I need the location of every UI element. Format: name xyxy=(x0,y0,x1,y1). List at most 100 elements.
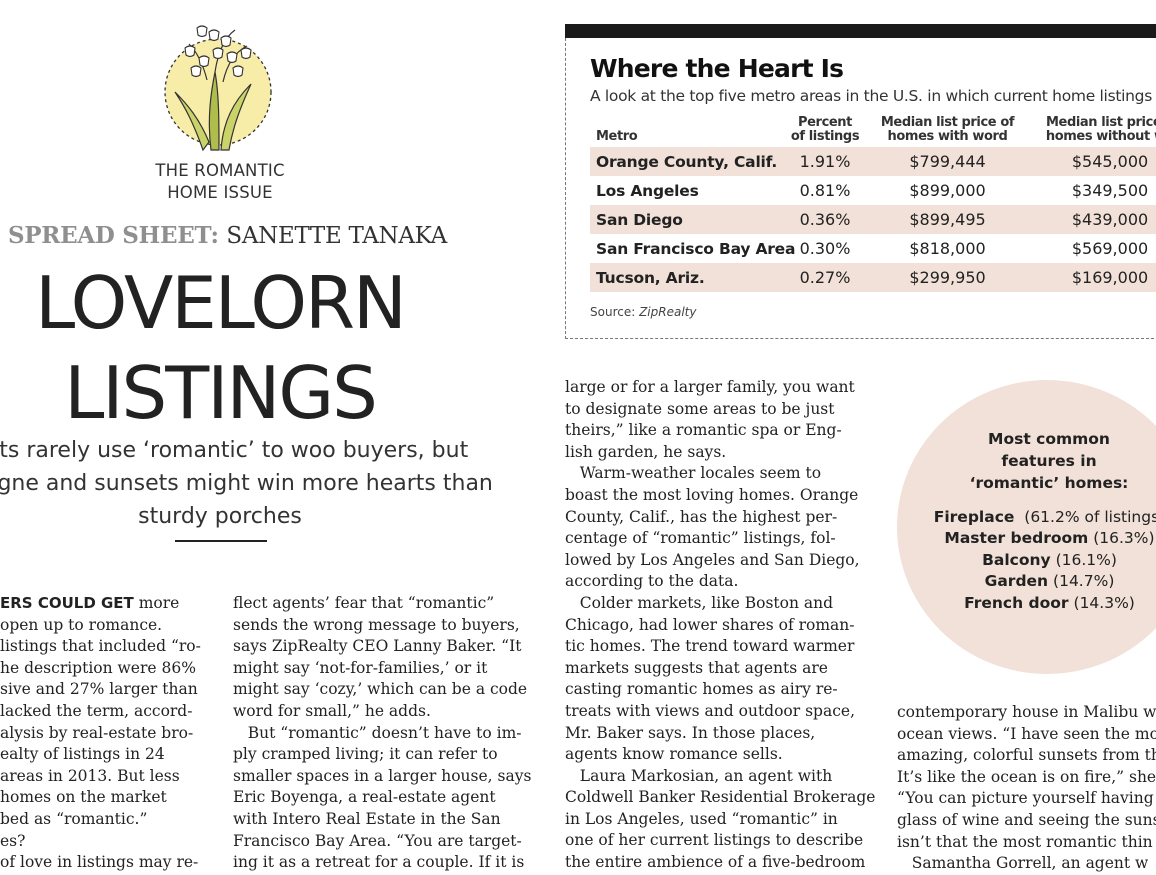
cell-percent: 0.81% xyxy=(799,181,851,200)
article-line: he description were 86% xyxy=(0,658,196,677)
article-column-1: ERS COULD GET more open up to romance. l… xyxy=(0,593,201,874)
table-row: San Diego 0.36% $899,495 $439,000 xyxy=(590,205,1156,234)
source-label: Source: xyxy=(590,305,640,319)
deck-line-3: sturdy porches xyxy=(138,504,302,529)
article-text: more xyxy=(133,594,180,612)
article-line: casting romantic homes as airy re- xyxy=(565,680,838,699)
article-line: sive and 27% larger than xyxy=(0,680,198,699)
feature-percent: (16.3%) xyxy=(1093,529,1155,547)
cell-metro: Tucson, Ariz. xyxy=(590,263,785,292)
cell-without: $545,000 xyxy=(1030,147,1156,176)
issue-line-1: THE ROMANTIC xyxy=(155,161,285,180)
cell-metro: Orange County, Calif. xyxy=(590,147,785,176)
article-line: open up to romance. xyxy=(0,615,163,634)
article-line: But “romantic” doesn’t have to im- xyxy=(233,723,522,742)
cell-percent: 1.91% xyxy=(785,147,865,176)
cell-percent: 0.27% xyxy=(785,263,865,292)
article-line: smaller spaces in a larger house, says xyxy=(233,766,532,785)
header-with-word: Median list price of homes with word xyxy=(865,116,1030,147)
article-line: flect agents’ fear that “romantic” xyxy=(233,594,495,612)
deck-line-1: ents rarely use ‘romantic’ to woo buyers… xyxy=(0,438,469,463)
article-line: Laura Markosian, an agent with xyxy=(565,766,833,785)
byline-author: SANETTE TANAKA xyxy=(226,223,447,249)
byline-kicker: SPREAD SHEET: xyxy=(8,222,219,249)
article-column-2: flect agents’ fear that “romantic” sends… xyxy=(233,593,531,874)
article-line: might say ‘cozy,’ which can be a code xyxy=(233,680,528,699)
table-dashed-border xyxy=(565,38,1156,339)
feature-item: Master bedroom (16.3%) xyxy=(897,529,1156,547)
features-title-line: ‘romantic’ homes: xyxy=(969,474,1129,492)
article-line: Mr. Baker says. In those places, xyxy=(565,723,816,742)
feature-percent: (16.1%) xyxy=(1055,551,1117,569)
metro-table: Metro Percent of listings Median list pri… xyxy=(590,116,1156,292)
article-line: glass of wine and seeing the suns xyxy=(897,810,1156,829)
article-line: Coldwell Banker Residential Brokerage xyxy=(565,788,876,807)
feature-item: French door (14.3%) xyxy=(897,594,1156,612)
article-column-4: contemporary house in Malibu w ocean vie… xyxy=(897,702,1156,875)
article-line: “You can picture yourself having xyxy=(897,789,1154,808)
article-line: according to the data. xyxy=(565,572,739,591)
article-line: markets suggests that agents are xyxy=(565,658,828,677)
article-line: word for small,” he adds. xyxy=(233,701,431,720)
article-line: in Los Angeles, used “romantic” in xyxy=(565,809,838,828)
feature-percent: (14.7%) xyxy=(1053,572,1115,590)
cell-without: $569,000 xyxy=(1071,239,1149,258)
feature-name: French door xyxy=(964,594,1069,612)
feature-item: Garden (14.7%) xyxy=(897,572,1156,590)
source-name: ZipRealty xyxy=(639,305,697,319)
feature-name: Balcony xyxy=(982,551,1051,569)
table-source: Source: ZipRealty xyxy=(590,305,696,319)
article-line: It’s like the ocean is on fire,” she xyxy=(897,767,1156,786)
article-line: lish garden, he says. xyxy=(565,442,727,461)
article-line: Eric Boyenga, a real-estate agent xyxy=(233,788,496,807)
article-line: ERS COULD GET more xyxy=(0,593,201,615)
lead-in: ERS COULD GET xyxy=(0,594,134,612)
feature-item: Balcony (16.1%) xyxy=(897,551,1156,569)
cell-without: $439,000 xyxy=(1030,205,1156,234)
table-row: Orange County, Calif. 1.91% $799,444 $54… xyxy=(590,147,1156,176)
header-line: homes with word xyxy=(887,129,1008,144)
lily-of-the-valley-logo xyxy=(164,25,272,152)
article-line: homes on the market xyxy=(0,788,167,807)
cell-with: $299,950 xyxy=(865,263,1030,292)
table-row: San Francisco Bay Area 0.30% $818,000 $5… xyxy=(590,234,1156,263)
article-line: boast the most loving homes. Orange xyxy=(565,485,859,504)
cell-with: $899,000 xyxy=(909,181,986,200)
header-line: Percent xyxy=(798,115,852,130)
article-line: says ZipRealty CEO Lanny Baker. “It xyxy=(233,637,522,656)
article-line: to designate some areas to be just xyxy=(565,399,835,418)
article-line: listings that included “ro- xyxy=(0,637,201,656)
article-line: es? xyxy=(0,831,26,850)
deck-line-2: pagne and sunsets might win more hearts … xyxy=(0,471,493,496)
headline: LOVELORN LISTINGS xyxy=(0,258,440,438)
article-line: isn’t that the most romantic thin xyxy=(897,832,1153,851)
article-line: ealty of listings in 24 xyxy=(0,745,165,764)
header-line: Median list price of xyxy=(880,115,1015,130)
feature-name: Master bedroom xyxy=(944,529,1089,547)
header-line: Median list price o xyxy=(1045,115,1156,130)
cell-without: $169,000 xyxy=(1030,263,1156,292)
table-row: Los Angeles 0.81% $899,000 $349,500 xyxy=(590,176,1156,205)
issue-line-2: HOME ISSUE xyxy=(167,183,273,202)
article-line: ply cramped living; it can refer to xyxy=(233,745,498,764)
table-top-bar xyxy=(565,24,1156,38)
article-line: large or for a larger family, you want xyxy=(565,378,855,396)
article-line: amazing, colorful sunsets from th xyxy=(897,746,1156,765)
deck-rule xyxy=(175,540,267,542)
features-title-line: features in xyxy=(1001,452,1097,470)
article-line: tic homes. The trend toward warmer xyxy=(565,637,855,656)
article-line: Colder markets, like Boston and xyxy=(565,593,834,612)
features-title-line: Most common xyxy=(988,430,1110,448)
article-line: Chicago, had lower shares of roman- xyxy=(565,615,855,634)
article-line: alysis by real-estate bro- xyxy=(0,723,194,742)
header-line: homes without wo xyxy=(1045,129,1156,144)
cell-with: $818,000 xyxy=(909,239,986,258)
byline: SPREAD SHEET: SANETTE TANAKA xyxy=(8,222,447,249)
cell-metro: San Diego xyxy=(590,205,785,234)
article-line: areas in 2013. But less xyxy=(0,766,180,785)
deck: ents rarely use ‘romantic’ to woo buyers… xyxy=(0,434,493,533)
article-column-3: large or for a larger family, you want t… xyxy=(565,377,875,874)
headline-line-2: LISTINGS xyxy=(64,351,378,435)
article-line: Francisco Bay Area. “You are target- xyxy=(233,831,522,850)
header-line: of listings xyxy=(790,129,860,144)
